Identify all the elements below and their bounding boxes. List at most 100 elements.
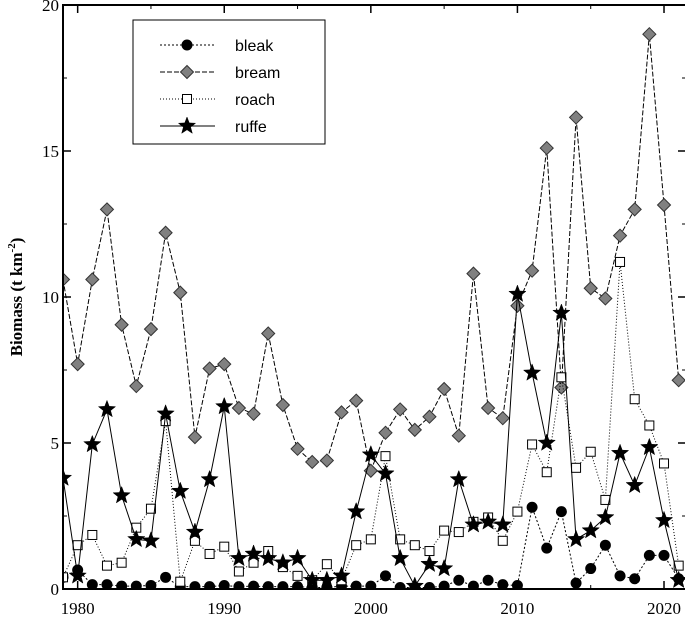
data-point-bleak <box>467 580 479 589</box>
data-point-ruffe <box>596 507 615 526</box>
y-axis-title: Biomass (t km-2) <box>6 238 26 357</box>
data-point-bleak <box>130 580 142 589</box>
data-point-bream <box>348 393 364 408</box>
data-point-bream <box>378 425 393 440</box>
data-point-bream <box>422 409 437 424</box>
data-point-bream <box>246 406 261 422</box>
data-point-roach <box>204 548 215 559</box>
data-point-roach <box>292 570 303 581</box>
data-point-bream <box>642 26 657 42</box>
series-bleak <box>63 501 685 589</box>
data-point-ruffe <box>478 512 498 530</box>
data-point-ruffe <box>464 515 483 533</box>
data-point-roach <box>585 446 596 457</box>
data-point-bream <box>275 397 291 413</box>
data-point-bleak <box>86 579 98 589</box>
data-point-bream <box>656 197 672 213</box>
data-point-ruffe <box>200 469 219 488</box>
data-point-bleak <box>248 580 260 589</box>
data-point-roach <box>395 534 406 545</box>
data-point-ruffe <box>229 548 249 567</box>
data-point-bream <box>202 361 217 376</box>
data-point-ruffe <box>537 433 556 451</box>
series-ruffe <box>63 284 685 589</box>
data-point-ruffe <box>185 522 205 540</box>
data-point-bleak <box>379 570 391 582</box>
data-point-bleak <box>204 581 216 589</box>
data-point-ruffe <box>127 529 146 548</box>
series-layer <box>63 26 685 589</box>
data-point-bream <box>568 110 584 125</box>
legend-item-ruffe: ruffe <box>160 116 267 136</box>
data-point-ruffe <box>654 510 674 529</box>
data-point-bream <box>334 405 349 420</box>
data-point-bream <box>63 272 71 287</box>
data-point-ruffe <box>332 566 351 584</box>
data-point-roach <box>219 541 230 552</box>
data-point-bleak <box>497 579 509 589</box>
legend-box <box>132 19 326 145</box>
data-point-bream <box>114 317 129 332</box>
data-point-ruffe <box>171 481 190 500</box>
data-point-ruffe <box>610 443 630 462</box>
data-point-bream <box>187 429 203 445</box>
data-point-roach <box>321 559 332 570</box>
legend-marker-ruffe <box>177 116 197 134</box>
x-tick-label: 2020 <box>647 599 681 618</box>
data-point-bleak <box>453 574 465 586</box>
data-point-bream <box>70 356 85 372</box>
x-tick-label: 2010 <box>500 599 534 618</box>
data-point-roach <box>615 256 626 267</box>
data-point-ruffe <box>288 548 307 567</box>
data-point-bleak <box>658 549 670 561</box>
legend-item-bleak: bleak <box>160 38 274 55</box>
data-point-bleak <box>482 574 494 586</box>
data-point-ruffe <box>68 566 87 584</box>
legend-label-bleak: bleak <box>235 38 274 55</box>
data-point-bream <box>583 281 598 296</box>
x-tick-label: 2000 <box>354 599 388 618</box>
data-point-bream <box>85 272 100 287</box>
data-point-bream <box>671 373 685 388</box>
data-point-bleak <box>599 539 611 551</box>
data-point-bream <box>99 202 115 217</box>
data-point-roach <box>380 451 391 462</box>
data-point-bream <box>539 140 554 156</box>
data-point-ruffe <box>215 396 234 415</box>
data-point-bleak <box>423 582 435 589</box>
legend-label-roach: roach <box>235 92 275 109</box>
data-point-bleak <box>570 577 582 589</box>
data-point-ruffe <box>244 544 263 562</box>
data-point-roach <box>644 420 655 431</box>
data-point-bream <box>319 453 335 468</box>
data-point-bream <box>231 400 247 416</box>
data-point-roach <box>63 572 68 583</box>
data-point-ruffe <box>640 437 659 456</box>
data-point-ruffe <box>346 501 366 520</box>
y-axis-title-superscript: -2 <box>6 243 18 253</box>
data-point-bream <box>129 378 144 394</box>
data-point-bream <box>480 400 496 416</box>
y-axis-title-close: ) <box>7 238 26 244</box>
data-point-ruffe <box>449 469 469 488</box>
data-point-ruffe <box>156 404 175 422</box>
data-point-ruffe <box>83 434 102 453</box>
data-point-ruffe <box>552 303 571 321</box>
y-axis-title-main: Biomass (t km <box>7 252 26 356</box>
y-tick-label: 0 <box>51 580 60 599</box>
data-point-bleak <box>585 563 597 575</box>
data-point-bream <box>451 428 466 443</box>
y-tick-label: 10 <box>42 288 59 307</box>
data-point-ruffe <box>258 548 278 567</box>
data-point-roach <box>556 372 567 383</box>
data-point-bream <box>392 402 408 417</box>
data-point-roach <box>424 546 435 557</box>
data-point-ruffe <box>669 570 685 589</box>
data-point-bleak <box>233 581 245 589</box>
data-point-roach <box>87 529 98 540</box>
data-point-ruffe <box>361 444 381 463</box>
data-point-ruffe <box>112 485 131 504</box>
data-point-bream <box>304 454 320 470</box>
data-point-bream <box>407 422 423 438</box>
